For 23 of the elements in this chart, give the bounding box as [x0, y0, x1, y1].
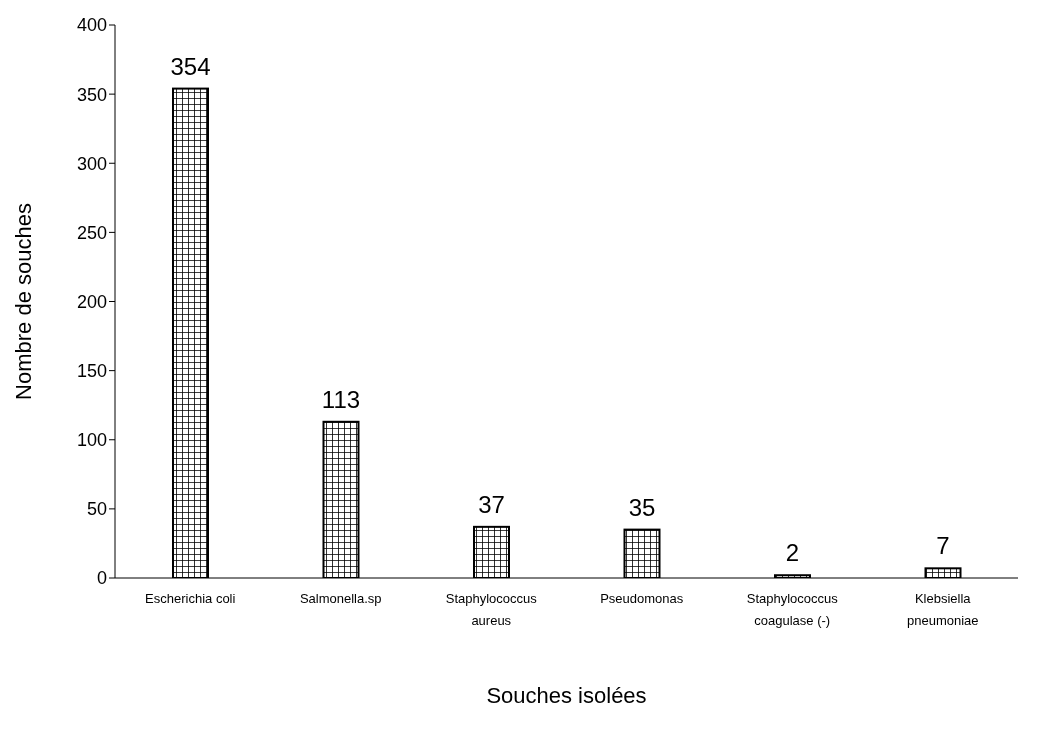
y-tick-label: 350: [76, 84, 107, 105]
y-axis-title: Nombre de souches: [10, 203, 36, 400]
x-tick-label: Klebsiella pneumoniae: [906, 591, 979, 629]
y-tick-label: 100: [76, 430, 107, 451]
x-tick-label: Escherichia coli: [145, 591, 236, 607]
data-label: 35: [628, 493, 656, 521]
data-label: 2: [785, 539, 800, 567]
y-tick-label: 400: [76, 15, 107, 36]
data-label: 113: [321, 385, 361, 413]
x-tick-label: Salmonella.sp: [299, 591, 382, 607]
x-axis-title: Souches isolées: [486, 683, 647, 708]
y-tick-label: 0: [96, 568, 107, 589]
y-tick-label: 300: [76, 153, 107, 174]
data-label: 354: [170, 52, 211, 80]
x-tick-label: Pseudomonas: [600, 591, 684, 607]
y-tick-label: 250: [76, 222, 107, 243]
y-tick-label: 50: [86, 499, 107, 520]
x-tick-label: Staphylococcus coagulase (-): [746, 591, 839, 629]
y-tick-label: 150: [76, 361, 107, 382]
data-label: 7: [936, 532, 950, 560]
y-tick-label: 200: [76, 291, 107, 312]
data-label: 37: [478, 490, 505, 518]
x-tick-label: Staphylococcus aureus: [445, 591, 538, 629]
